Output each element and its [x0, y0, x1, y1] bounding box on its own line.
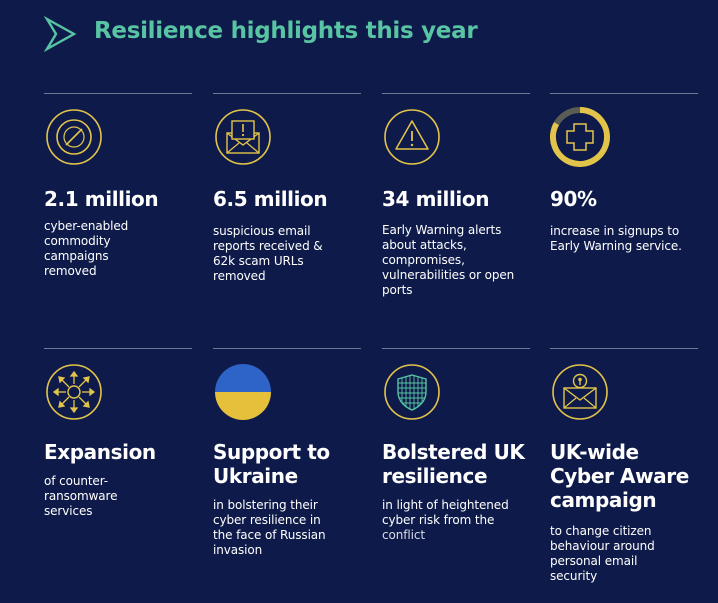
stat-value: Bolstered UK resilience — [382, 440, 525, 488]
warning-triangle-icon — [382, 107, 442, 171]
card-divider — [382, 93, 530, 94]
card-divider — [44, 93, 192, 94]
email-lock-icon — [550, 362, 610, 426]
stat-description-main: in light of heightened cyber risk from t… — [382, 498, 509, 527]
card-divider — [382, 348, 530, 349]
chevron-right-icon — [44, 15, 77, 53]
card-divider — [550, 348, 698, 349]
stat-description: in light of heightened cyber risk from t… — [382, 498, 512, 543]
stat-description: increase in signups to Early Warning ser… — [550, 224, 682, 253]
page-title: Resilience highlights this year — [94, 18, 478, 44]
highlight-card-cyber-aware: UK-wide Cyber Aware campaign to change c… — [550, 348, 698, 588]
stat-value: 6.5 million — [213, 187, 328, 211]
stat-value: 34 million — [382, 187, 490, 211]
prohibited-icon — [44, 107, 104, 171]
card-divider — [550, 93, 698, 94]
stat-description: cyber-enabled commodity campaigns remove… — [44, 219, 129, 278]
stat-description-tail: conflict — [382, 528, 425, 542]
stat-description: suspicious email reports received & 62k … — [213, 224, 323, 283]
plus-progress-icon — [550, 106, 610, 171]
stat-value: Support to Ukraine — [213, 440, 330, 488]
stat-value: UK-wide Cyber Aware campaign — [550, 440, 689, 512]
card-divider — [213, 348, 361, 349]
email-alert-icon — [213, 107, 273, 171]
highlight-card-commodity-campaigns: 2.1 million cyber-enabled commodity camp… — [44, 93, 192, 293]
shield-grid-icon — [382, 362, 442, 426]
card-divider — [213, 93, 361, 94]
highlight-card-suspicious-emails: 6.5 million suspicious email reports rec… — [213, 93, 361, 293]
stat-description: Early Warning alerts about attacks, comp… — [382, 223, 515, 297]
highlight-card-ransomware-expansion: Expansion of counter-ransomware services — [44, 348, 192, 588]
highlight-card-uk-resilience: Bolstered UK resilience in light of heig… — [382, 348, 530, 588]
stat-description: in bolstering their cyber resilience in … — [213, 498, 326, 557]
highlight-card-signups: 90% increase in signups to Early Warning… — [550, 93, 698, 293]
header-chevron — [44, 14, 84, 54]
highlight-card-early-warning-alerts: 34 million Early Warning alerts about at… — [382, 93, 530, 297]
card-divider — [44, 348, 192, 349]
stat-description: of counter-ransomware services — [44, 474, 118, 518]
expansion-arrows-icon — [44, 362, 104, 426]
stat-value: Expansion — [44, 440, 156, 464]
stat-description: to change citizen behaviour around perso… — [550, 524, 655, 583]
stat-value: 2.1 million — [44, 187, 159, 211]
highlight-card-ukraine-support: Support to Ukraine in bolstering their c… — [213, 348, 361, 588]
ukraine-flag-icon — [213, 362, 273, 426]
stat-value: 90% — [550, 187, 597, 211]
